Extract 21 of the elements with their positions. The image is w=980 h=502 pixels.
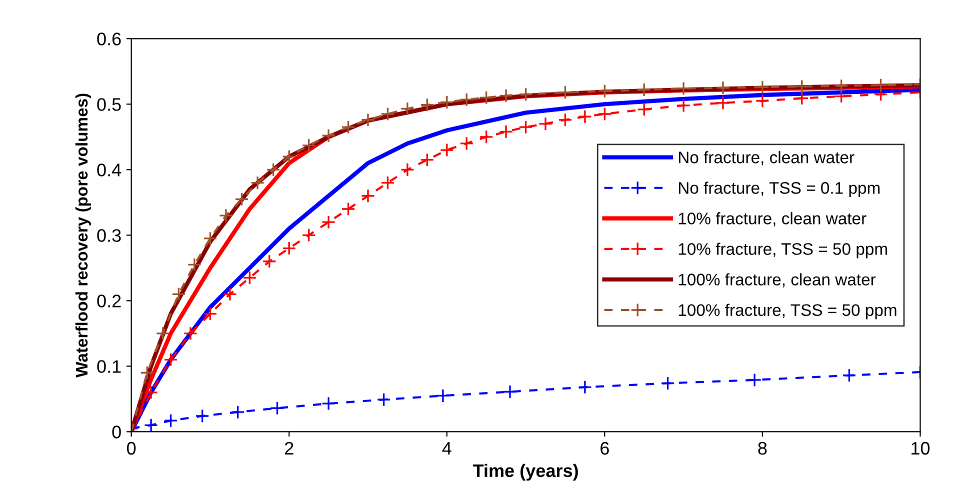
y-tick-label: 0.5 [97, 98, 121, 111]
legend-label: 100% fracture, TSS = 50 ppm [678, 304, 896, 320]
y-tick-label: 0.1 [97, 360, 121, 373]
y-tick-label: 0 [112, 426, 121, 438]
y-tick-label: 0.2 [97, 294, 121, 308]
legend-label: 100% fracture, clean water [678, 273, 876, 288]
x-tick-label: 10 [912, 442, 930, 455]
legend-label: No fracture, clean water [678, 151, 854, 166]
x-tick-label: 8 [758, 442, 767, 455]
y-tick-label: 0.6 [97, 32, 121, 46]
x-axis-title: Time (years) [472, 464, 578, 481]
x-tick-label: 6 [600, 442, 609, 455]
legend-label: 10% fracture, clean water [678, 212, 866, 226]
x-tick-label: 0 [127, 442, 136, 455]
legend-label: 10% fracture, TSS = 50 ppm [678, 242, 887, 258]
x-tick-label: 4 [442, 442, 452, 455]
x-tick-label: 2 [284, 442, 294, 455]
y-tick-label: 0.3 [97, 229, 121, 242]
legend-label: No fracture, TSS = 0.1 ppm [678, 182, 880, 198]
y-tick-label: 0.4 [97, 164, 122, 176]
y-axis-title: Waterflood recovery (pore volumes) [75, 94, 91, 378]
